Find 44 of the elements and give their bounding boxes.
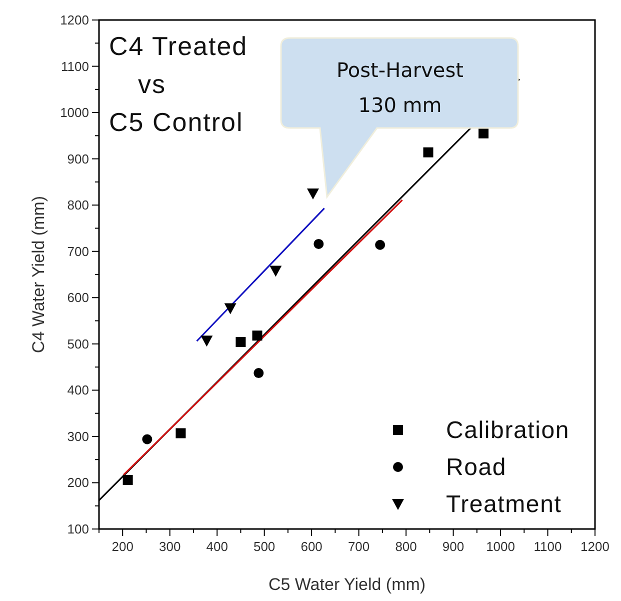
annotation: Post-Harvest 130 mm (336, 58, 464, 117)
point (254, 368, 264, 378)
x-tick-label: 600 (300, 539, 322, 554)
y-tick-label: 400 (67, 382, 89, 398)
y-tick-label: 300 (67, 428, 89, 444)
point (252, 330, 262, 341)
y-tick-label: 500 (67, 336, 89, 352)
point (375, 240, 386, 250)
point (122, 474, 133, 485)
y-tick-label: 1000 (60, 105, 89, 120)
point (200, 336, 213, 347)
point (423, 147, 434, 158)
x-tick-label: 900 (442, 539, 464, 554)
y-tick-label: 900 (67, 151, 89, 166)
point (478, 128, 489, 138)
x-tick-label: 1100 (534, 539, 562, 554)
legend-label: Treatment (446, 491, 562, 518)
point (224, 303, 236, 314)
x-axis-title: C5 Water Yield (mm) (268, 575, 426, 594)
y-axis-title: C4 Water Yield (mm) (29, 196, 48, 354)
y-tick-label: 600 (67, 290, 89, 306)
x-tick-label: 200 (112, 539, 134, 554)
point (176, 428, 186, 438)
y-tick-label: 100 (67, 522, 89, 536)
point (142, 434, 152, 444)
text: C4 Treated vs C5 Control (109, 31, 248, 137)
point (306, 188, 319, 200)
y-tick-label: 1200 (60, 12, 89, 28)
x-tick-label: 500 (253, 539, 276, 554)
y-tick-label: 800 (67, 198, 89, 213)
y-tick-label: 1100 (61, 58, 89, 74)
y-tick-label: 200 (67, 475, 89, 490)
x-tick-label: 400 (206, 539, 228, 554)
legend-label: Calibration (446, 417, 570, 444)
legend-label: Road (446, 454, 507, 481)
x-tick-label: 300 (159, 539, 181, 554)
x-tick-label: 1200 (580, 539, 610, 554)
x-tick-label: 1000 (486, 539, 515, 554)
point (314, 238, 324, 249)
point (236, 337, 246, 348)
x-tick-label: 800 (395, 539, 417, 554)
y-tick-label: 700 (67, 244, 89, 259)
x-tick-label: 700 (348, 539, 370, 554)
point (270, 266, 282, 277)
